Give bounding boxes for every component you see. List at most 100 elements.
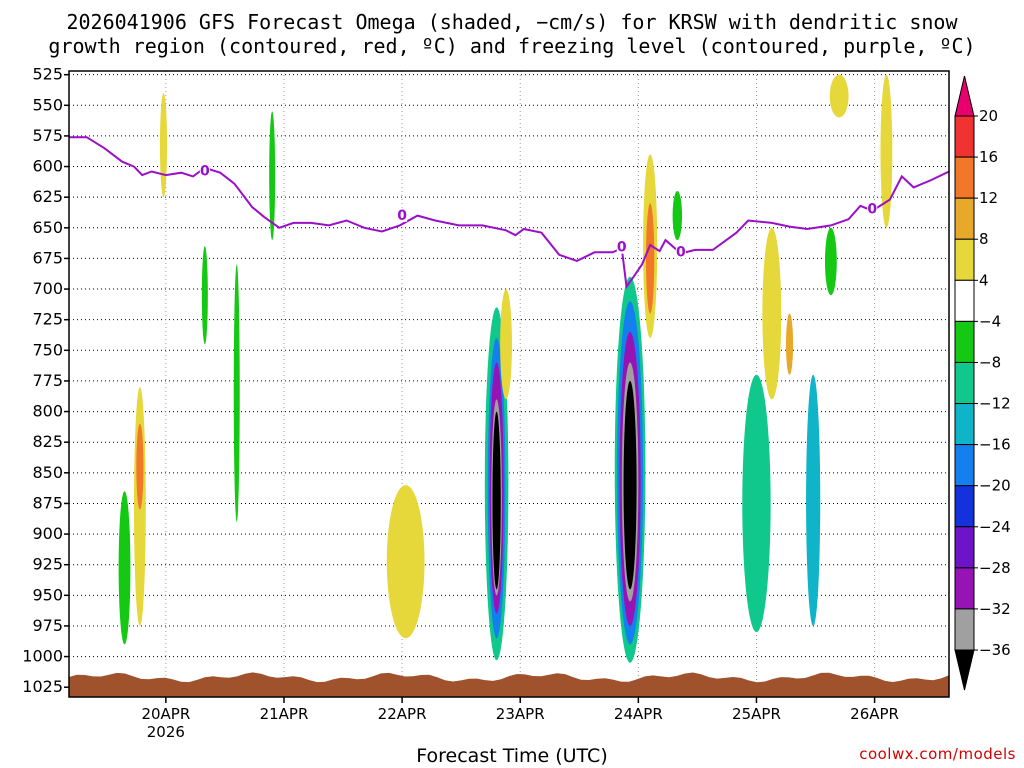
freezing-label-bg-3: [675, 244, 686, 259]
colorbar-bottom-triangle: [954, 649, 975, 691]
y-tick-label-900: 900: [32, 524, 63, 543]
omega-blob-12: [492, 411, 501, 590]
y-tick-label-850: 850: [32, 463, 63, 482]
x-tick-label-22APR: 22APR: [378, 705, 427, 723]
colorbar-segment-11: [954, 567, 975, 610]
freezing-label-2: 0: [617, 240, 627, 256]
omega-blob-13: [500, 289, 512, 400]
omega-blob-23: [806, 374, 821, 626]
omega-blob-2: [136, 423, 144, 510]
omega-blob-21: [672, 191, 683, 241]
y-tick-label-875: 875: [32, 493, 63, 512]
y-tick-label-750: 750: [32, 340, 63, 359]
colorbar-segment-9: [954, 485, 975, 528]
omega-blob-25: [829, 74, 849, 118]
omega-blob-6: [269, 111, 276, 241]
x-tick-label-26APR: 26APR: [850, 705, 899, 723]
freezing-label-0: 0: [200, 164, 210, 180]
colorbar-segment-6: [954, 361, 975, 405]
freezing-label-bg-0: [199, 163, 210, 178]
omega-blob-24: [824, 227, 837, 296]
colorbar-label-12: −32: [979, 600, 1011, 618]
colorbar-label-8: −16: [979, 436, 1011, 454]
x-tick-label-25APR: 25APR: [732, 705, 781, 723]
colorbar-label-0: 20: [979, 107, 998, 125]
y-tick-label-700: 700: [32, 279, 63, 298]
colorbar-segment-7: [954, 403, 975, 446]
x-axis-title: Forecast Time (UTC): [416, 745, 608, 767]
y-tick-label-975: 975: [32, 616, 63, 635]
y-tick-label-600: 600: [32, 157, 63, 176]
omega-shading: [118, 74, 893, 663]
y-axis-pressure: 525 550 575 600 625 650 675 700 725 750 775 800 825 8…: [22, 65, 69, 696]
omega-blob-18: [623, 380, 637, 590]
colorbar-label-7: −12: [979, 395, 1011, 413]
chart-title-line-1: 2026041906 GFS Forecast Omega (shaded, −…: [66, 10, 958, 34]
colorbar-segment-8: [954, 444, 975, 487]
freezing-label-3: 0: [676, 245, 686, 261]
y-tick-label-625: 625: [32, 187, 63, 206]
colorbar-label-6: −8: [979, 353, 1001, 371]
x-tick-label-24APR: 24APR: [614, 705, 663, 723]
freezing-label-1: 0: [397, 208, 407, 224]
colorbar-segment-2: [954, 197, 975, 240]
y-tick-label-925: 925: [32, 555, 63, 574]
omega-blob-7: [386, 485, 425, 639]
omega-blob-27: [762, 227, 782, 400]
colorbar-segment-1: [954, 156, 975, 199]
colorbar-segment-5: [954, 320, 975, 363]
y-tick-label-1025: 1025: [22, 677, 63, 696]
chart-title-line-2: growth region (contoured, red, ºC) and f…: [48, 34, 976, 58]
colorbar-label-5: −4: [979, 312, 1001, 330]
omega-blob-5: [233, 264, 240, 522]
colorbar-label-13: −36: [979, 641, 1011, 659]
colorbar-top-triangle: [954, 75, 975, 117]
y-tick-label-550: 550: [32, 95, 63, 114]
x-tick-label-20APR: 20APR: [141, 705, 190, 723]
y-tick-label-825: 825: [32, 432, 63, 451]
y-tick-label-1000: 1000: [22, 647, 63, 666]
x-tick-label-23APR: 23APR: [496, 705, 545, 723]
y-tick-label-800: 800: [32, 402, 63, 421]
plot-frame: [68, 70, 950, 698]
y-tick-label-650: 650: [32, 218, 63, 237]
x-tick-sublabel-20APR: 2026: [147, 723, 185, 741]
colorbar-legend: 20 16 12 8 4 −4 −8 −12 −16 −20 −24 −28 −32 −36: [954, 75, 1011, 691]
colorbar-label-2: 12: [979, 189, 998, 207]
y-tick-label-775: 775: [32, 371, 63, 390]
colorbar-segment-12: [954, 608, 975, 651]
freezing-label-bg-1: [397, 207, 408, 222]
colorbar-label-4: 4: [979, 271, 989, 289]
colorbar-label-11: −28: [979, 559, 1011, 577]
y-tick-label-725: 725: [32, 310, 63, 329]
freezing-label-4: 0: [867, 202, 877, 218]
ground-terrain: [69, 672, 949, 697]
omega-blob-22: [742, 374, 771, 633]
colorbar-segment-4: [954, 279, 975, 322]
omega-blob-0: [118, 491, 131, 645]
freezing-level-contour: 0 0 0 0 0: [69, 136, 949, 290]
omega-blob-20: [646, 203, 655, 314]
colorbar-segment-10: [954, 526, 975, 569]
omega-blob-3: [159, 93, 168, 198]
y-tick-label-575: 575: [32, 126, 63, 145]
colorbar-label-9: −20: [979, 477, 1011, 495]
x-tick-label-21APR: 21APR: [260, 705, 309, 723]
omega-blob-28: [785, 313, 794, 375]
credit-link[interactable]: coolwx.com/models: [859, 745, 1016, 763]
freezing-label-bg-2: [616, 239, 627, 254]
colorbar-segment-0: [954, 115, 975, 158]
omega-blob-4: [201, 246, 208, 345]
colorbar-segment-3: [954, 238, 975, 281]
freezing-label-bg-4: [867, 201, 878, 216]
omega-blob-26: [880, 74, 893, 228]
y-tick-label-525: 525: [32, 65, 63, 84]
y-tick-label-950: 950: [32, 585, 63, 604]
ground-surface: [69, 672, 949, 697]
colorbar-label-3: 8: [979, 230, 989, 248]
y-tick-label-675: 675: [32, 248, 63, 267]
colorbar-label-1: 16: [979, 148, 998, 166]
colorbar-label-10: −24: [979, 518, 1011, 536]
